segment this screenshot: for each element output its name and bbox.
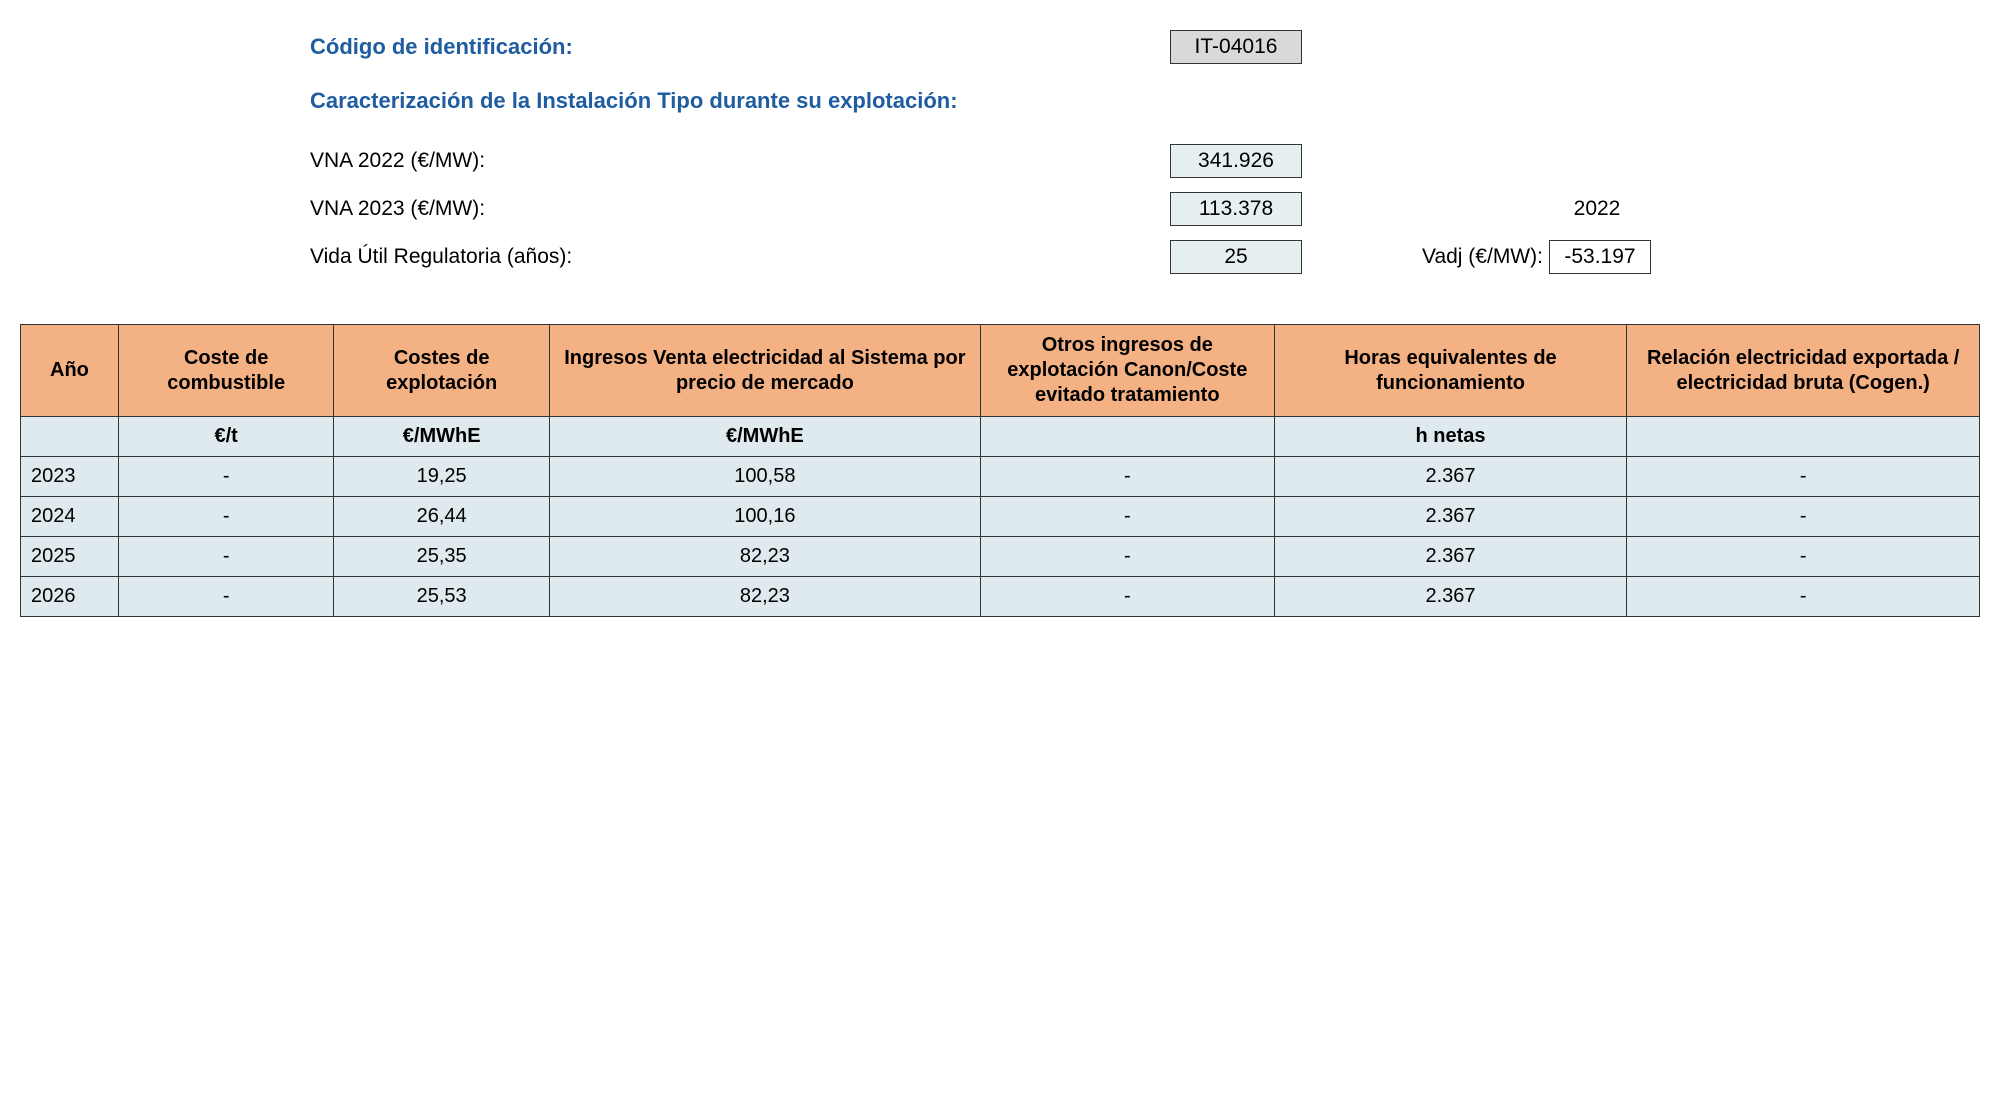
cell-ratio: - <box>1627 537 1980 577</box>
id-value: IT-04016 <box>1170 30 1302 64</box>
cell-other: - <box>980 497 1274 537</box>
table-row: 2023 - 19,25 100,58 - 2.367 - <box>21 457 1980 497</box>
cell-opex: 25,53 <box>334 577 549 617</box>
id-label: Código de identificación: <box>310 34 1170 60</box>
col-other: Otros ingresos de explotación Canon/Cost… <box>980 325 1274 417</box>
cell-ratio: - <box>1627 497 1980 537</box>
vna2022-label: VNA 2022 (€/MW): <box>310 149 1170 173</box>
cell-year: 2026 <box>21 577 119 617</box>
data-table: Año Coste de combustible Costes de explo… <box>20 324 1980 617</box>
cell-fuel: - <box>118 537 333 577</box>
unit-ratio <box>1627 417 1980 457</box>
cell-year: 2024 <box>21 497 119 537</box>
col-opex: Costes de explotación <box>334 325 549 417</box>
vna2022-value: 341.926 <box>1170 144 1302 178</box>
col-fuel: Coste de combustible <box>118 325 333 417</box>
header-block: Código de identificación: IT-04016 Carac… <box>310 30 1980 274</box>
id-row: Código de identificación: IT-04016 <box>310 30 1980 64</box>
unit-year <box>21 417 119 457</box>
cell-opex: 25,35 <box>334 537 549 577</box>
cell-ratio: - <box>1627 577 1980 617</box>
cell-opex: 19,25 <box>334 457 549 497</box>
unit-opex: €/MWhE <box>334 417 549 457</box>
vadj-block: Vadj (€/MW): -53.197 <box>1362 240 1651 274</box>
table-units-row: €/t €/MWhE €/MWhE h netas <box>21 417 1980 457</box>
vadj-label: Vadj (€/MW): <box>1422 245 1543 269</box>
col-rev: Ingresos Venta electricidad al Sistema p… <box>549 325 980 417</box>
cell-hours: 2.367 <box>1274 577 1627 617</box>
vida-label: Vida Útil Regulatoria (años): <box>310 245 1170 269</box>
section-title: Caracterización de la Instalación Tipo d… <box>310 88 1980 114</box>
table-row: 2026 - 25,53 82,23 - 2.367 - <box>21 577 1980 617</box>
col-hours: Horas equivalentes de funcionamiento <box>1274 325 1627 417</box>
vna2023-label: VNA 2023 (€/MW): <box>310 197 1170 221</box>
cell-hours: 2.367 <box>1274 457 1627 497</box>
cell-rev: 100,16 <box>549 497 980 537</box>
col-year: Año <box>21 325 119 417</box>
cell-rev: 100,58 <box>549 457 980 497</box>
unit-other <box>980 417 1274 457</box>
cell-hours: 2.367 <box>1274 537 1627 577</box>
table-row: 2025 - 25,35 82,23 - 2.367 - <box>21 537 1980 577</box>
cell-hours: 2.367 <box>1274 497 1627 537</box>
cell-opex: 26,44 <box>334 497 549 537</box>
table-header-row: Año Coste de combustible Costes de explo… <box>21 325 1980 417</box>
vna2023-value: 113.378 <box>1170 192 1302 226</box>
cell-fuel: - <box>118 577 333 617</box>
cell-rev: 82,23 <box>549 537 980 577</box>
cell-other: - <box>980 457 1274 497</box>
cell-ratio: - <box>1627 457 1980 497</box>
cell-other: - <box>980 537 1274 577</box>
vadj-value: -53.197 <box>1549 240 1651 274</box>
vida-row: Vida Útil Regulatoria (años): 25 Vadj (€… <box>310 240 1980 274</box>
cell-fuel: - <box>118 497 333 537</box>
ref-year-block: 2022 <box>1362 197 1632 221</box>
unit-hours: h netas <box>1274 417 1627 457</box>
cell-year: 2025 <box>21 537 119 577</box>
vida-value: 25 <box>1170 240 1302 274</box>
ref-year: 2022 <box>1562 197 1632 221</box>
vna2022-row: VNA 2022 (€/MW): 341.926 <box>310 144 1980 178</box>
cell-year: 2023 <box>21 457 119 497</box>
unit-rev: €/MWhE <box>549 417 980 457</box>
table-row: 2024 - 26,44 100,16 - 2.367 - <box>21 497 1980 537</box>
vna2023-row: VNA 2023 (€/MW): 113.378 2022 <box>310 192 1980 226</box>
col-ratio: Relación electricidad exportada / electr… <box>1627 325 1980 417</box>
cell-fuel: - <box>118 457 333 497</box>
cell-other: - <box>980 577 1274 617</box>
unit-fuel: €/t <box>118 417 333 457</box>
cell-rev: 82,23 <box>549 577 980 617</box>
